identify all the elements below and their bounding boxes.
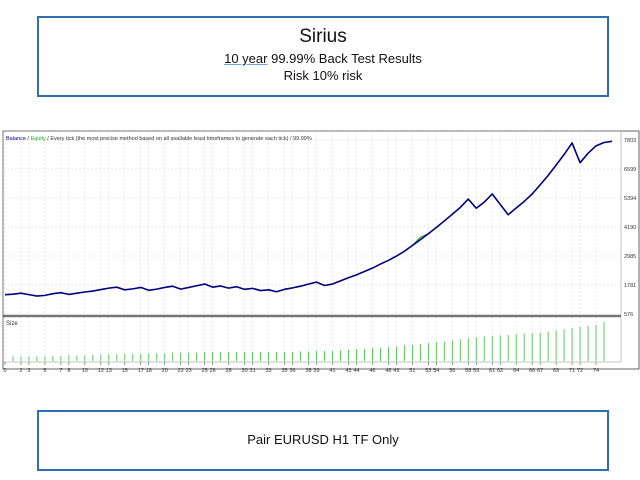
x-tick-label: 48 (385, 368, 391, 374)
x-tick-label: 23 (186, 368, 192, 374)
x-tick-label: 74 (593, 368, 599, 374)
x-tick-label: 58 (465, 368, 471, 374)
x-axis-ticks: 0 2 3 5 7 8 10 12 13 15 17 18 20 22 23 25 26 28 30 31 33 35 36… (3, 362, 599, 374)
y-axis-ticks: 7803 6599 5394 4190 2985 1781 576 (624, 138, 636, 318)
x-tick-label: 26 (210, 368, 216, 374)
report-title: Sirius (299, 26, 347, 47)
y-tick-label: 5394 (624, 196, 636, 202)
x-tick-label: 20 (162, 368, 168, 374)
x-tick-label: 54 (433, 368, 439, 374)
risk-label: Risk 10% risk (283, 68, 363, 83)
x-tick-label: 44 (353, 368, 359, 374)
y-tick-label: 7803 (624, 138, 636, 144)
main-plot-area (2, 130, 622, 316)
y-tick-label: 4190 (624, 225, 636, 231)
chart-frame (2, 130, 640, 370)
x-tick-label: 43 (345, 368, 351, 374)
y-tick-label: 576 (624, 312, 633, 318)
x-tick-label: 61 (489, 368, 495, 374)
legend-text: Balance / Equity / Every tick (the most … (6, 136, 312, 142)
size-label: Size (6, 321, 18, 327)
x-tick-label: 25 (202, 368, 208, 374)
y-tick-label: 2985 (624, 254, 636, 260)
x-tick-label: 15 (122, 368, 128, 374)
size-bars (12, 322, 605, 361)
x-tick-label: 10 (82, 368, 88, 374)
title-box: Sirius 10 year 99.99% Back Test Results … (37, 16, 609, 97)
x-tick-label: 41 (329, 368, 335, 374)
x-tick-label: 69 (553, 368, 559, 374)
x-tick-label: 49 (393, 368, 399, 374)
y-tick-label: 6599 (624, 167, 636, 173)
x-tick-label: 30 (242, 368, 248, 374)
x-tick-label: 66 (529, 368, 535, 374)
x-tick-label: 72 (577, 368, 583, 374)
x-tick-label: 2 (19, 368, 22, 374)
pair-label: Pair EURUSD H1 TF Only (247, 432, 399, 447)
x-tick-label: 5 (43, 368, 46, 374)
subtitle-rest: 99.99% Back Test Results (267, 51, 422, 66)
backtest-chart: Balance / Equity / Every tick (the most … (2, 130, 640, 374)
x-tick-label: 12 (98, 368, 104, 374)
x-tick-label: 13 (106, 368, 112, 374)
x-tick-label: 35 (281, 368, 287, 374)
x-tick-label: 59 (473, 368, 479, 374)
x-tick-label: 46 (369, 368, 375, 374)
x-tick-label: 0 (3, 368, 6, 374)
size-plot-area (2, 316, 622, 363)
balance-line (4, 140, 613, 297)
legend-balance: Balance (6, 136, 26, 142)
x-tick-label: 17 (138, 368, 144, 374)
legend-note: / Every tick (the most precise method ba… (46, 136, 312, 142)
x-tick-label: 56 (449, 368, 455, 374)
x-tick-label: 7 (59, 368, 62, 374)
x-tick-label: 62 (497, 368, 503, 374)
x-tick-label: 22 (178, 368, 184, 374)
x-tick-label: 8 (67, 368, 70, 374)
x-tick-label: 28 (226, 368, 232, 374)
x-tick-label: 51 (409, 368, 415, 374)
x-tick-label: 36 (289, 368, 295, 374)
x-tick-label: 39 (313, 368, 319, 374)
x-tick-label: 64 (513, 368, 519, 374)
x-tick-label: 38 (305, 368, 311, 374)
subtitle-underlined: 10 year (224, 51, 268, 66)
x-tick-label: 53 (425, 368, 431, 374)
pair-box: Pair EURUSD H1 TF Only (37, 410, 609, 471)
x-tick-label: 71 (569, 368, 575, 374)
report-subtitle: 10 year 99.99% Back Test Results (39, 51, 607, 66)
x-tick-label: 33 (266, 368, 272, 374)
x-tick-label: 31 (250, 368, 256, 374)
x-tick-label: 67 (537, 368, 543, 374)
x-tick-label: 3 (27, 368, 30, 374)
x-tick-label: 18 (146, 368, 152, 374)
legend-separator: / (26, 136, 31, 142)
y-tick-label: 1781 (624, 283, 636, 289)
legend-equity: Equity (30, 136, 46, 142)
